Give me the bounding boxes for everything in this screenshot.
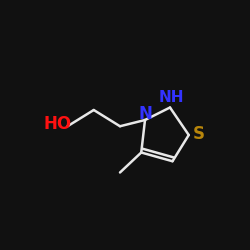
Text: N: N [138,105,152,123]
Text: NH: NH [158,90,184,104]
Text: S: S [193,125,205,143]
Text: HO: HO [44,115,72,133]
